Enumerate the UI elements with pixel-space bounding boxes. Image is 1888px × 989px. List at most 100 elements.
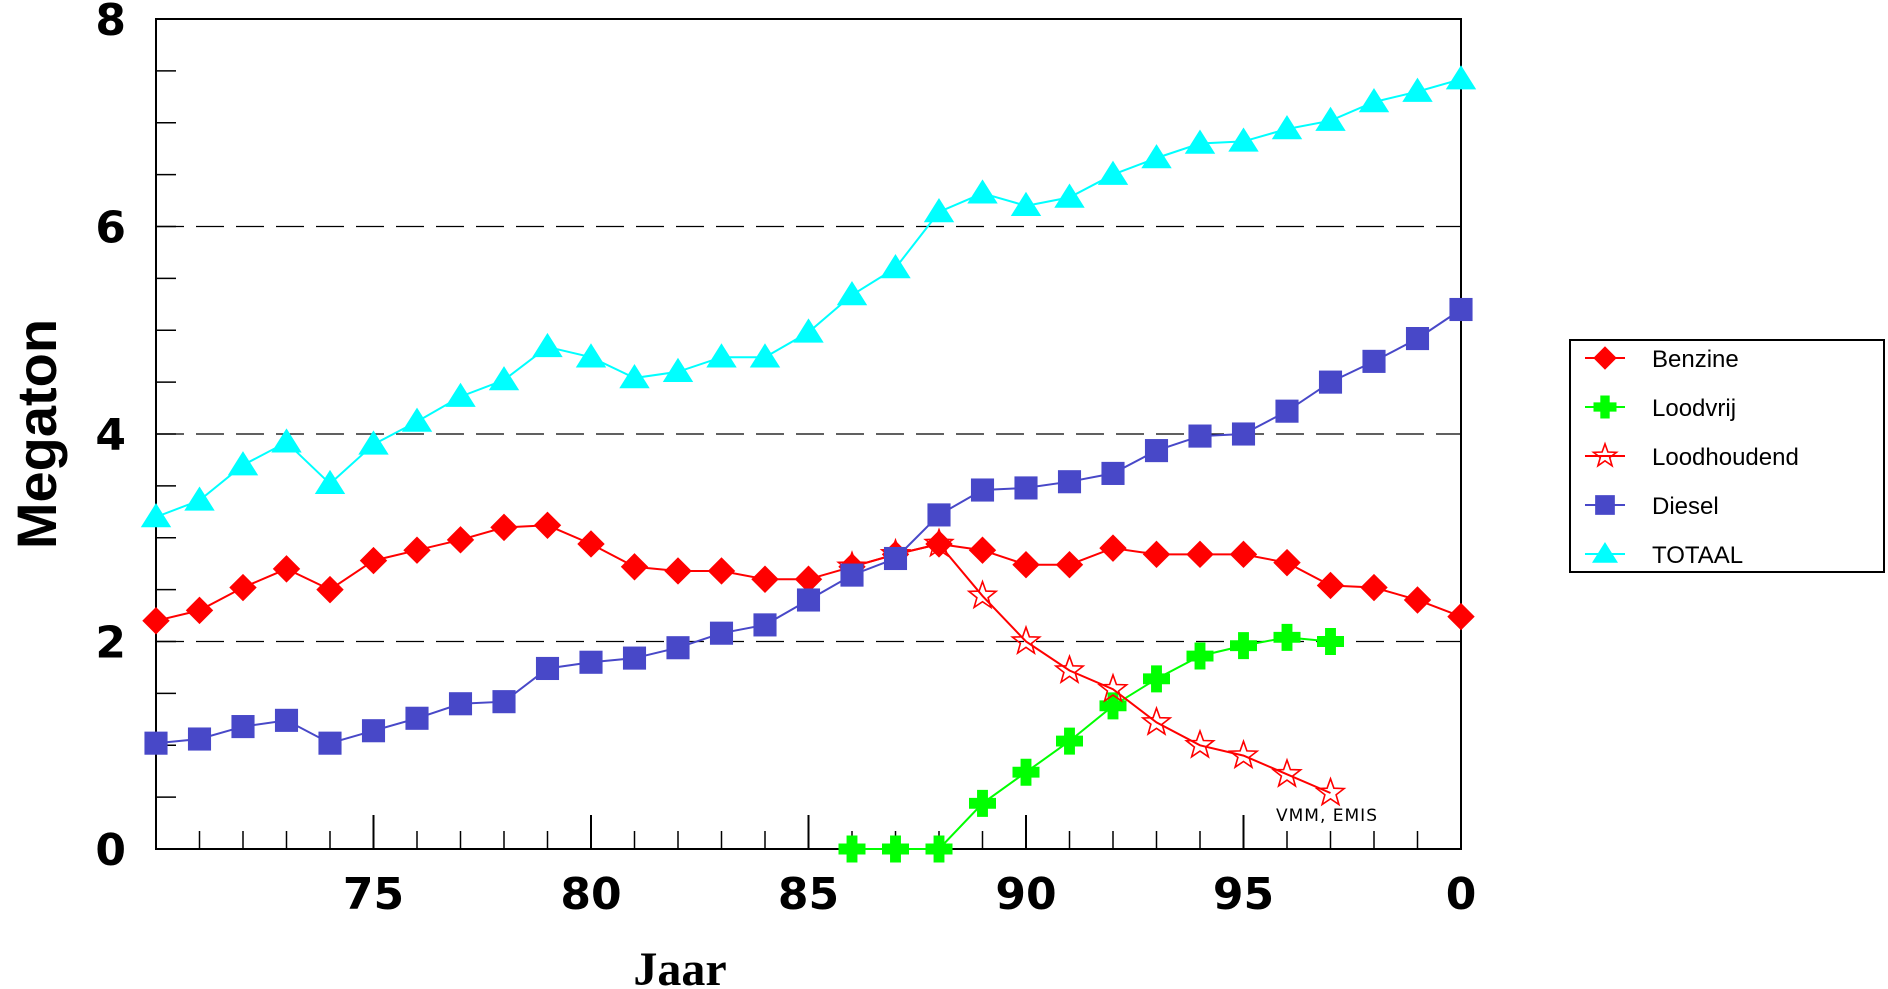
data-point — [318, 731, 342, 755]
data-point — [1184, 728, 1216, 759]
data-point — [1403, 586, 1432, 614]
data-point — [1184, 129, 1216, 154]
data-point — [231, 715, 255, 739]
data-point — [1099, 534, 1127, 562]
series-diesel — [144, 297, 1473, 755]
data-point — [492, 690, 516, 714]
data-point — [1057, 470, 1082, 494]
series-layer — [140, 65, 1477, 863]
data-point — [753, 613, 777, 637]
data-point — [1056, 727, 1083, 755]
data-point — [927, 503, 951, 527]
data-point — [1275, 399, 1299, 423]
data-point — [1054, 183, 1085, 208]
series-line — [852, 636, 1331, 850]
data-point — [796, 588, 821, 612]
data-point — [1228, 127, 1259, 152]
legend-label: TOTAAL — [1652, 542, 1743, 569]
data-point — [1271, 757, 1303, 788]
x-tick-label: 85 — [778, 869, 839, 920]
data-point — [923, 198, 955, 223]
data-point — [925, 835, 953, 863]
data-point — [970, 478, 995, 502]
x-axis-label: Jaar — [633, 943, 726, 989]
x-tick-label: 0 — [1446, 869, 1477, 920]
data-point — [401, 407, 433, 432]
data-point — [880, 254, 911, 279]
data-point — [622, 646, 647, 670]
legend-label: Loodvrij — [1652, 395, 1736, 422]
data-point — [1229, 540, 1258, 569]
data-point — [707, 557, 736, 585]
legend-item-diesel: Diesel — [1585, 493, 1719, 520]
data-point — [662, 357, 694, 382]
data-point — [274, 708, 299, 732]
series-line — [155, 78, 1462, 518]
data-point — [1097, 672, 1129, 703]
x-tick-label: 80 — [560, 869, 621, 920]
y-tick-label: 4 — [95, 410, 126, 461]
data-point — [1315, 106, 1346, 131]
data-point — [1591, 441, 1619, 468]
data-point — [445, 382, 476, 407]
data-point — [709, 621, 734, 645]
data-point — [1362, 349, 1386, 373]
data-point — [1186, 642, 1214, 670]
data-point — [142, 607, 170, 635]
minor-ticks — [156, 70, 1419, 849]
data-point — [533, 511, 562, 540]
data-point — [488, 366, 520, 391]
data-point — [969, 789, 996, 817]
data-point — [185, 596, 214, 625]
data-point — [1097, 160, 1129, 185]
axis-labels: 0 2 4 6 8 75 80 85 90 95 0 — [95, 0, 1476, 920]
data-point — [1360, 573, 1388, 602]
data-point — [1186, 540, 1214, 569]
data-point — [1010, 191, 1042, 216]
data-point — [1402, 77, 1433, 102]
y-tick-label: 6 — [95, 203, 126, 254]
data-point — [579, 650, 603, 674]
data-point — [883, 546, 908, 571]
data-point — [1449, 297, 1473, 322]
y-axis-label: Megaton — [5, 319, 68, 549]
data-point — [1314, 776, 1347, 807]
series-totaal — [140, 65, 1477, 528]
data-point — [1358, 88, 1390, 113]
data-point — [1231, 422, 1256, 446]
data-point — [1012, 551, 1040, 579]
legend-label: Diesel — [1652, 493, 1719, 520]
data-point — [1142, 540, 1171, 569]
series-loodvrij — [838, 623, 1344, 863]
data-point — [1188, 424, 1212, 448]
data-point — [882, 835, 909, 863]
data-point — [1593, 346, 1617, 370]
data-point — [403, 536, 431, 564]
data-point — [1010, 624, 1042, 655]
data-point — [575, 343, 607, 368]
data-point — [1595, 495, 1615, 515]
data-point — [272, 555, 301, 583]
data-point — [1140, 705, 1173, 736]
data-point — [1101, 461, 1125, 485]
data-point — [1447, 602, 1475, 631]
data-point — [620, 553, 649, 581]
data-point — [967, 179, 998, 204]
data-point — [1405, 327, 1430, 351]
y-tick-label: 8 — [95, 0, 126, 46]
data-point — [1318, 370, 1343, 394]
data-point — [664, 557, 692, 585]
x-tick-label: 75 — [343, 869, 404, 920]
data-point — [1593, 395, 1617, 419]
data-point — [619, 364, 650, 389]
data-point — [1055, 551, 1084, 579]
data-point — [140, 503, 172, 528]
data-point — [794, 565, 823, 593]
data-point — [490, 513, 518, 542]
series-loodhoudend — [836, 527, 1347, 807]
data-point — [1053, 653, 1086, 685]
data-point — [1271, 115, 1303, 140]
series-benzine — [142, 511, 1475, 635]
data-point — [359, 546, 388, 575]
